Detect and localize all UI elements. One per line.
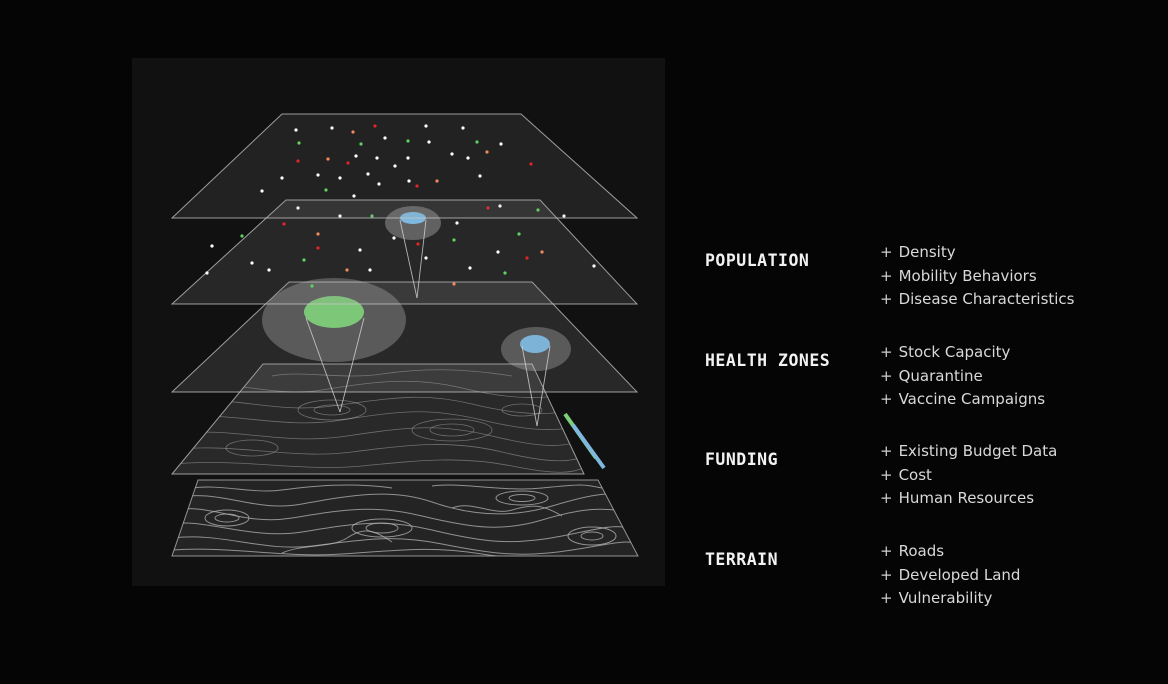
population-layer — [170, 199, 639, 305]
population-projection-lines — [399, 219, 427, 299]
layer-items-terrain: + Roads + Developed Land + Vulnerability — [880, 540, 1020, 611]
health-zones-layer — [170, 278, 639, 427]
layer-title-funding: FUNDING — [705, 450, 779, 469]
population-dots — [205, 204, 596, 288]
health-zone-projection-lines — [305, 317, 551, 427]
list-item: + Vaccine Campaigns — [880, 390, 1046, 408]
layer-title-health-zones: HEALTH ZONES — [705, 351, 831, 370]
list-item: + Roads — [880, 542, 945, 560]
terrain-plane — [171, 479, 639, 557]
layer-title-terrain: TERRAIN — [705, 550, 779, 569]
density-plane — [170, 113, 639, 219]
population-plane — [170, 199, 639, 305]
list-item: + Stock Capacity — [880, 343, 1011, 361]
list-item: + Cost — [880, 465, 932, 484]
list-item: + Disease Characteristics — [880, 290, 1075, 308]
health-zones-plane — [170, 281, 639, 393]
terrain-layer — [171, 479, 639, 557]
health-zone-blue — [520, 335, 550, 353]
funding-contour-lines — [172, 369, 584, 473]
funding-bar-blue — [571, 423, 606, 470]
density-dots — [260, 124, 533, 198]
layer-stack-svg — [170, 113, 639, 557]
list-item: + Developed Land — [880, 565, 1021, 584]
list-item: + Existing Budget Data — [880, 442, 1058, 460]
layer-items-funding: + Existing Budget Data + Cost + Human Resou… — [880, 440, 1057, 511]
density-layer — [170, 113, 639, 219]
list-item: + Density — [880, 243, 956, 261]
list-item: + Human Resources — [880, 489, 1035, 507]
list-item: + Vulnerability — [880, 589, 993, 607]
layer-items-health-zones: + Stock Capacity + Quarantine + Vaccine Cam… — [880, 341, 1045, 412]
layer-title-population: POPULATION — [705, 251, 810, 270]
list-item: + Mobility Behaviors — [880, 266, 1037, 285]
layer-items-population: + Density + Mobility Behaviors + Disease Ch… — [880, 241, 1075, 312]
terrain-contour-lines — [172, 484, 638, 556]
layer-stack-diagram — [132, 58, 665, 586]
list-item: + Quarantine — [880, 366, 983, 385]
